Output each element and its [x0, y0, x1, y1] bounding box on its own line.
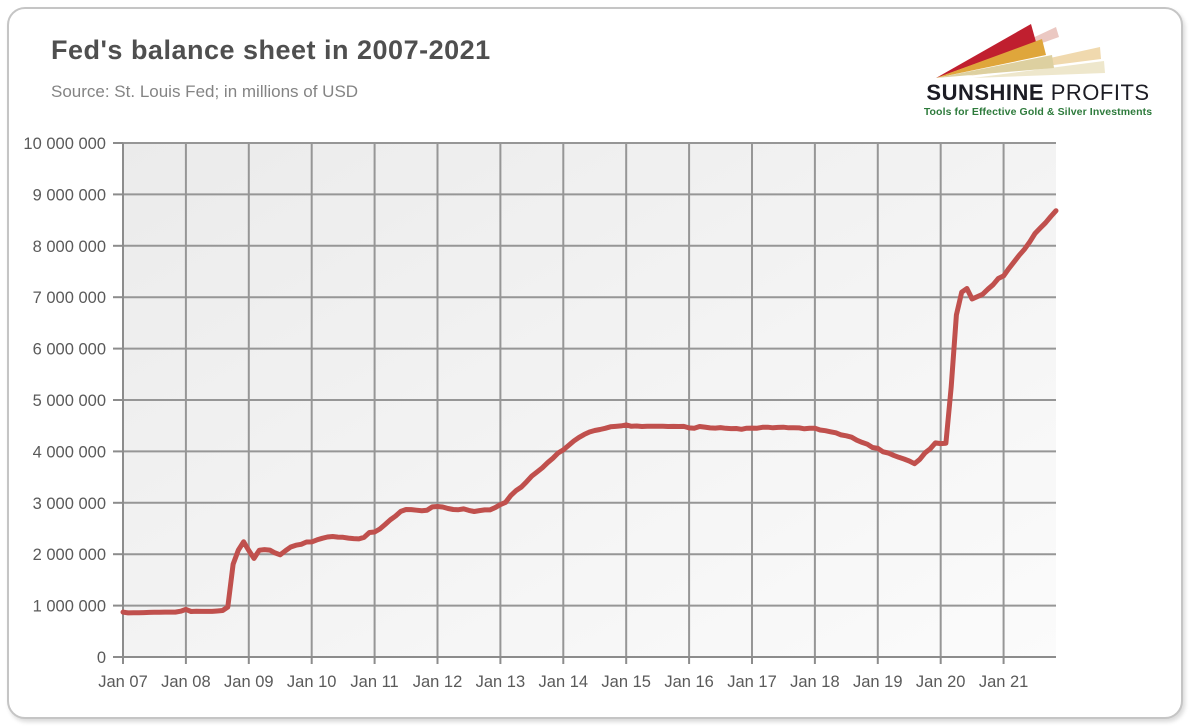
chart-source-subtitle: Source: St. Louis Fed; in millions of US… — [51, 82, 359, 101]
chart-title: Fed's balance sheet in 2007-2021 — [51, 35, 491, 65]
chart-card: Fed's balance sheet in 2007-2021 Source:… — [7, 7, 1183, 719]
logo-brand-sunshine: SUNSHINE — [926, 80, 1045, 105]
logo-brand-name: SUNSHINE PROFITS — [915, 81, 1161, 104]
sunshine-profits-logo: SUNSHINE PROFITS Tools for Effective Gol… — [915, 21, 1161, 118]
logo-arrows-icon — [936, 24, 1105, 78]
logo-brand-profits: PROFITS — [1050, 80, 1150, 105]
logo-tagline: Tools for Effective Gold & Silver Invest… — [923, 106, 1153, 119]
chart-header: Fed's balance sheet in 2007-2021 Source:… — [51, 35, 491, 102]
